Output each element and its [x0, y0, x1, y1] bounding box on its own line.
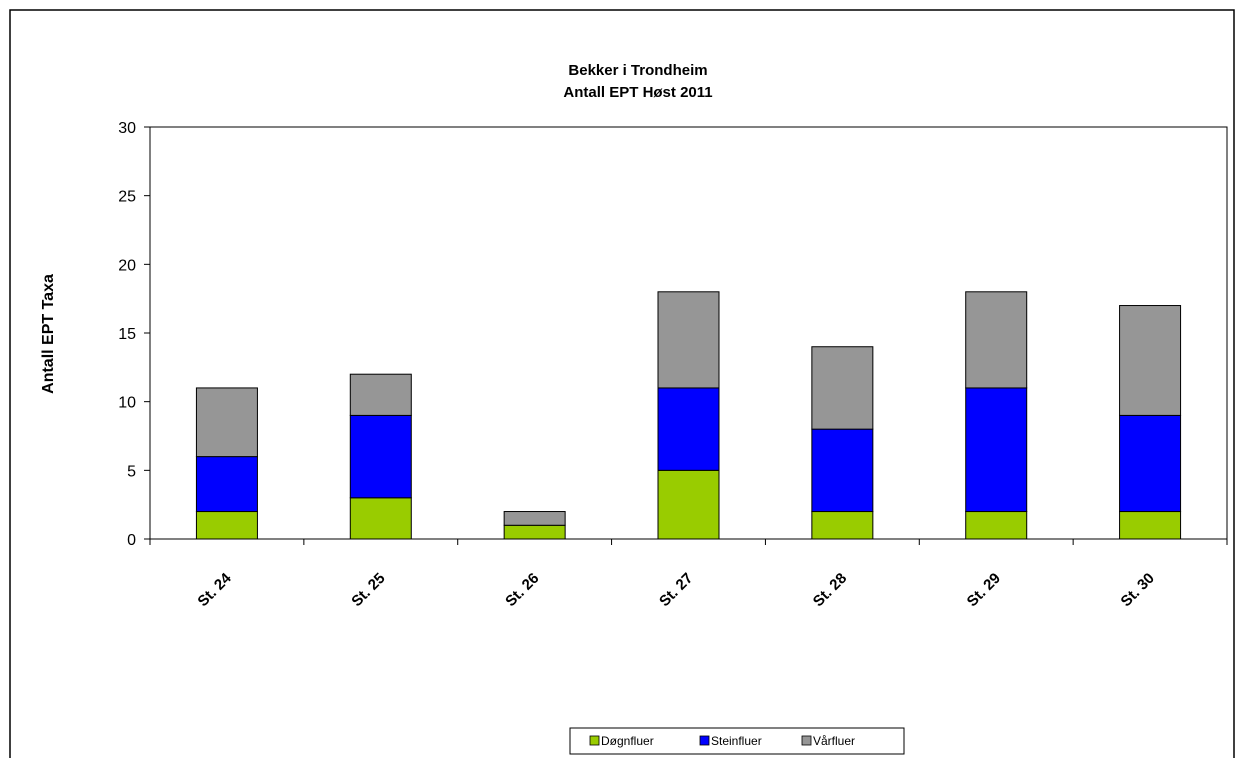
bar-segment	[811, 428, 874, 513]
y-axis-label: Antall EPT Taxa	[40, 274, 57, 394]
chart-subtitle: Antall EPT Høst 2011	[563, 84, 712, 101]
y-tick-label: 10	[118, 395, 136, 412]
bar-segment	[657, 469, 720, 540]
bar-segment	[349, 414, 412, 499]
bar-segment	[195, 456, 258, 513]
bar-segment	[349, 373, 412, 416]
legend-swatch	[589, 735, 600, 746]
y-tick-label: 25	[118, 189, 136, 206]
bar-segment	[657, 387, 720, 471]
bar-segment	[349, 497, 412, 540]
bar-segment	[657, 291, 720, 389]
y-tick-label: 0	[127, 532, 136, 549]
bar-segment	[195, 387, 258, 458]
bar-segment	[503, 524, 566, 540]
bar-segment	[965, 511, 1028, 540]
y-tick-label: 20	[118, 257, 136, 274]
y-tick-label: 15	[118, 326, 136, 343]
legend-swatch	[699, 735, 710, 746]
bar-segment	[1119, 414, 1182, 513]
bar-segment	[1119, 511, 1182, 540]
y-tick-label: 30	[118, 120, 136, 137]
legend-box	[569, 727, 905, 755]
chart-title: Bekker i Trondheim	[568, 62, 707, 79]
legend-label: Steinfluer	[711, 734, 762, 748]
bar-segment	[965, 291, 1028, 389]
legend: Døgnfluer Steinfluer Vårfluer	[569, 727, 905, 755]
bar-segment	[1119, 305, 1182, 416]
bar-segment	[503, 511, 566, 526]
legend-label: Vårfluer	[813, 734, 855, 748]
legend-swatch	[801, 735, 812, 746]
bar-segment	[811, 346, 874, 430]
bar-segment	[811, 511, 874, 540]
bar-segment	[195, 511, 258, 540]
bar-segment	[965, 387, 1028, 513]
y-tick-label: 5	[127, 463, 136, 480]
legend-label: Døgnfluer	[601, 734, 654, 748]
